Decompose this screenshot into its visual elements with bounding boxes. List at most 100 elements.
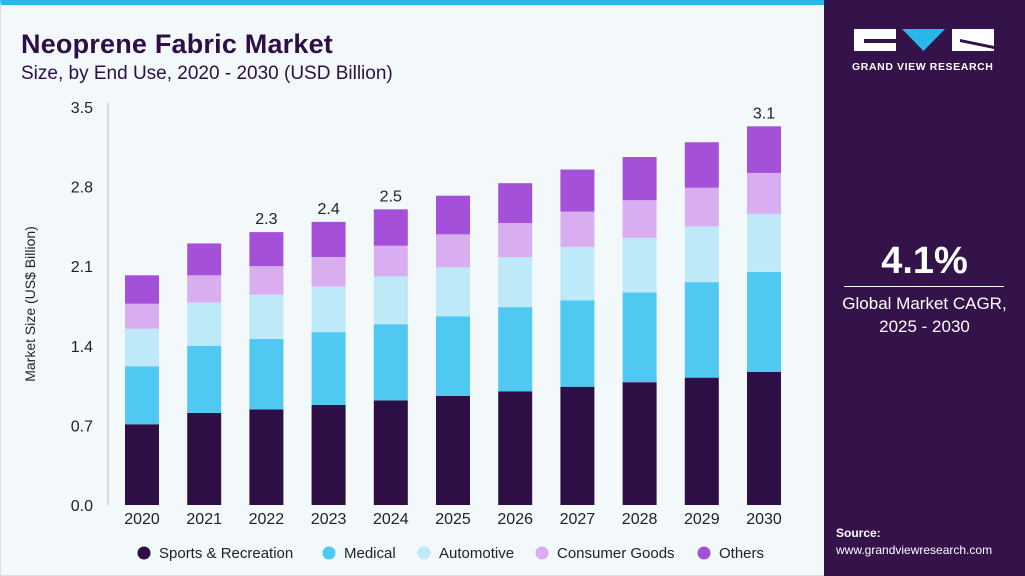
cagr-label-line-2: 2025 - 2030: [879, 317, 970, 336]
x-tick-label: 2030: [746, 511, 782, 528]
bar-segment: [747, 172, 781, 214]
stacked-bar-chart: 0.0 0.7 1.4 2.1 2.8 3.5 Market Size (US$ Billi…: [22, 100, 782, 562]
legend-marker: [137, 546, 151, 560]
data-label: 2.5: [380, 188, 402, 205]
cagr-label-line-1: Global Market CAGR,: [842, 294, 1007, 313]
chart-subtitle: Size, by End Use, 2020 - 2030 (USD Billi…: [21, 63, 393, 84]
bar-segment: [560, 300, 595, 387]
bar-segment: [684, 142, 719, 188]
bar-segment: [684, 226, 719, 283]
bar-segment: [436, 395, 470, 505]
bar-segment: [311, 404, 346, 505]
x-tick-label: 2026: [497, 511, 533, 528]
x-tick-label: 2029: [684, 511, 720, 528]
bar-segment: [684, 377, 719, 505]
bar-segment: [560, 211, 595, 247]
brand-name: GRAND VIEW RESEARCH: [852, 61, 994, 73]
y-tick-label: 2.8: [71, 180, 93, 197]
y-tick-label: 2.1: [71, 259, 93, 276]
bar-segment: [373, 245, 408, 277]
bar-segment: [747, 271, 781, 372]
bar-segment: [187, 302, 222, 346]
y-axis-title: Market Size (US$ Billion): [22, 226, 38, 382]
bar-segment: [747, 126, 781, 173]
bar-segment: [373, 209, 408, 246]
legend-label: Others: [719, 545, 764, 562]
bar-segment: [622, 237, 657, 293]
legend-label: Automotive: [439, 545, 514, 562]
bar-segment: [747, 371, 781, 505]
bar-segment: [622, 200, 657, 238]
x-tick-label: 2023: [311, 511, 347, 528]
bar-segment: [436, 195, 470, 235]
bar-segment: [436, 234, 470, 268]
bar-segment: [373, 324, 408, 401]
bar-segment: [125, 275, 159, 304]
x-tick-label: 2022: [249, 511, 285, 528]
sidebar: GRAND VIEW RESEARCH 4.1% Global Market C…: [824, 0, 1025, 576]
x-tick-label: 2027: [560, 511, 596, 528]
legend-marker: [697, 546, 711, 560]
legend-label: Consumer Goods: [557, 545, 675, 562]
bar-segment: [622, 157, 657, 201]
bar-segment: [125, 424, 159, 505]
bar-segment: [622, 382, 657, 505]
x-tick-label: 2024: [373, 511, 409, 528]
source-label: Source:: [836, 526, 881, 540]
bar-segment: [311, 221, 346, 258]
legend-label: Medical: [344, 545, 396, 562]
data-label: 2.3: [255, 211, 277, 228]
x-tick-label: 2021: [186, 511, 222, 528]
legend-marker: [535, 546, 549, 560]
data-label: 3.1: [753, 105, 775, 122]
bar-segment: [249, 338, 284, 410]
bar-segment: [187, 345, 222, 413]
bar-segment: [311, 332, 346, 405]
bar-segment: [125, 303, 159, 329]
bar-segment: [684, 282, 719, 378]
bar-segment: [436, 267, 470, 317]
bar-segment: [498, 257, 533, 308]
bar-segment: [498, 183, 533, 223]
bar-segment: [249, 294, 284, 339]
cagr-label: Global Market CAGR, 2025 - 2030: [824, 292, 1025, 338]
bar-segment: [747, 213, 781, 272]
bar-segment: [187, 275, 222, 303]
legend-marker: [417, 546, 431, 560]
source-link[interactable]: www.grandviewresearch.com: [836, 543, 993, 557]
brand-logo-icon: [854, 29, 994, 51]
cagr-value: 4.1%: [881, 240, 968, 282]
y-tick-label: 1.4: [71, 339, 93, 356]
x-tick-label: 2025: [435, 511, 471, 528]
chart-panel: Neoprene Fabric Market Size, by End Use,…: [0, 0, 824, 576]
legend-marker: [322, 546, 336, 560]
bar-segment: [498, 222, 533, 258]
bar-segment: [373, 276, 408, 325]
bar-segment: [436, 316, 470, 396]
bar-segment: [187, 243, 222, 276]
bar-segment: [560, 246, 595, 301]
chart-title: Neoprene Fabric Market: [21, 29, 333, 59]
bar-segment: [249, 266, 284, 295]
x-tick-label: 2020: [124, 511, 160, 528]
bar-segment: [249, 232, 284, 267]
y-tick-label: 0.7: [71, 418, 93, 435]
bar-segment: [125, 328, 159, 367]
data-label: 2.4: [317, 201, 339, 218]
bar-segment: [622, 292, 657, 383]
bar-segment: [373, 400, 408, 505]
cagr-divider: [844, 286, 1004, 287]
bar-segment: [560, 169, 595, 212]
bar-segment: [311, 286, 346, 333]
bar-segment: [187, 412, 222, 505]
bar-segment: [125, 366, 159, 425]
bar-segment: [249, 409, 284, 505]
legend-label: Sports & Recreation: [159, 545, 293, 562]
bar-segment: [684, 187, 719, 227]
bar-segment: [560, 386, 595, 505]
y-tick-label: 0.0: [71, 498, 93, 515]
x-tick-label: 2028: [622, 511, 658, 528]
bar-segment: [498, 391, 533, 505]
bar-segment: [311, 257, 346, 287]
